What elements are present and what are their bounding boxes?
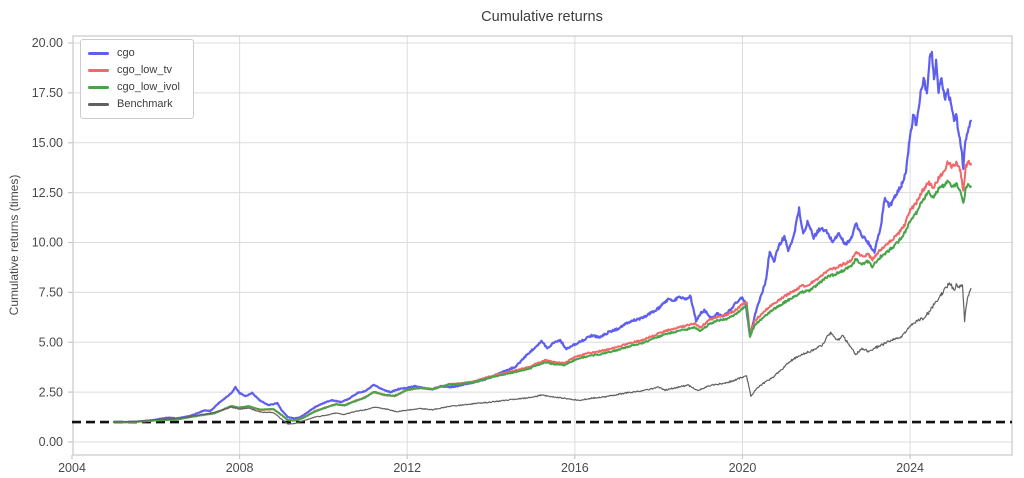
y-tick-label: 2.50 [39,385,63,399]
x-tick-label: 2016 [561,461,589,475]
legend-item-benchmark: Benchmark [88,96,185,113]
x-tick-label: 2020 [729,461,757,475]
tick-layer: 2004 2008 2012 2016 2020 2024 0.00 2.50 5.00 7.50… [32,36,924,475]
legend-label: cgo_low_tv [117,64,173,76]
y-tick-label: 20.00 [32,36,63,50]
legend-label: cgo_low_ivol [117,81,180,93]
y-tick-label: 5.00 [39,335,63,349]
chart-title: Cumulative returns [481,9,603,25]
legend-swatch-cgo-low-ivol [88,86,109,89]
legend-label: Benchmark [117,98,173,110]
plot-border [72,35,1013,456]
legend-swatch-cgo-low-tv [88,69,109,72]
x-tick-label: 2012 [393,461,421,475]
legend-label: cgo [117,47,135,59]
legend-item-cgo-low-tv: cgo_low_tv [88,62,185,79]
y-axis-label: Cumulative returns (times) [7,175,21,316]
legend-item-cgo-low-ivol: cgo_low_ivol [88,79,185,96]
legend: cgo cgo_low_tv cgo_low_ivol Benchmark [80,39,194,119]
y-tick-label: 10.00 [32,236,63,250]
grid-layer [72,36,1012,455]
x-tick-label: 2024 [896,461,924,475]
y-tick-label: 12.50 [32,186,63,200]
series-line-cgo [112,50,973,424]
series-layer [112,50,973,425]
legend-item-cgo: cgo [88,45,185,62]
legend-swatch-cgo [88,52,109,55]
legend-swatch-benchmark [88,103,109,106]
series-line-cgo-low-tv [112,159,972,424]
series-line-cgo-low-ivol [112,179,972,424]
x-tick-label: 2004 [58,461,86,475]
y-tick-label: 7.50 [39,286,63,300]
y-tick-label: 17.50 [32,86,63,100]
y-tick-label: 15.00 [32,136,63,150]
x-tick-label: 2008 [226,461,254,475]
series-line-benchmark [113,282,972,425]
y-tick-label: 0.00 [39,435,63,449]
